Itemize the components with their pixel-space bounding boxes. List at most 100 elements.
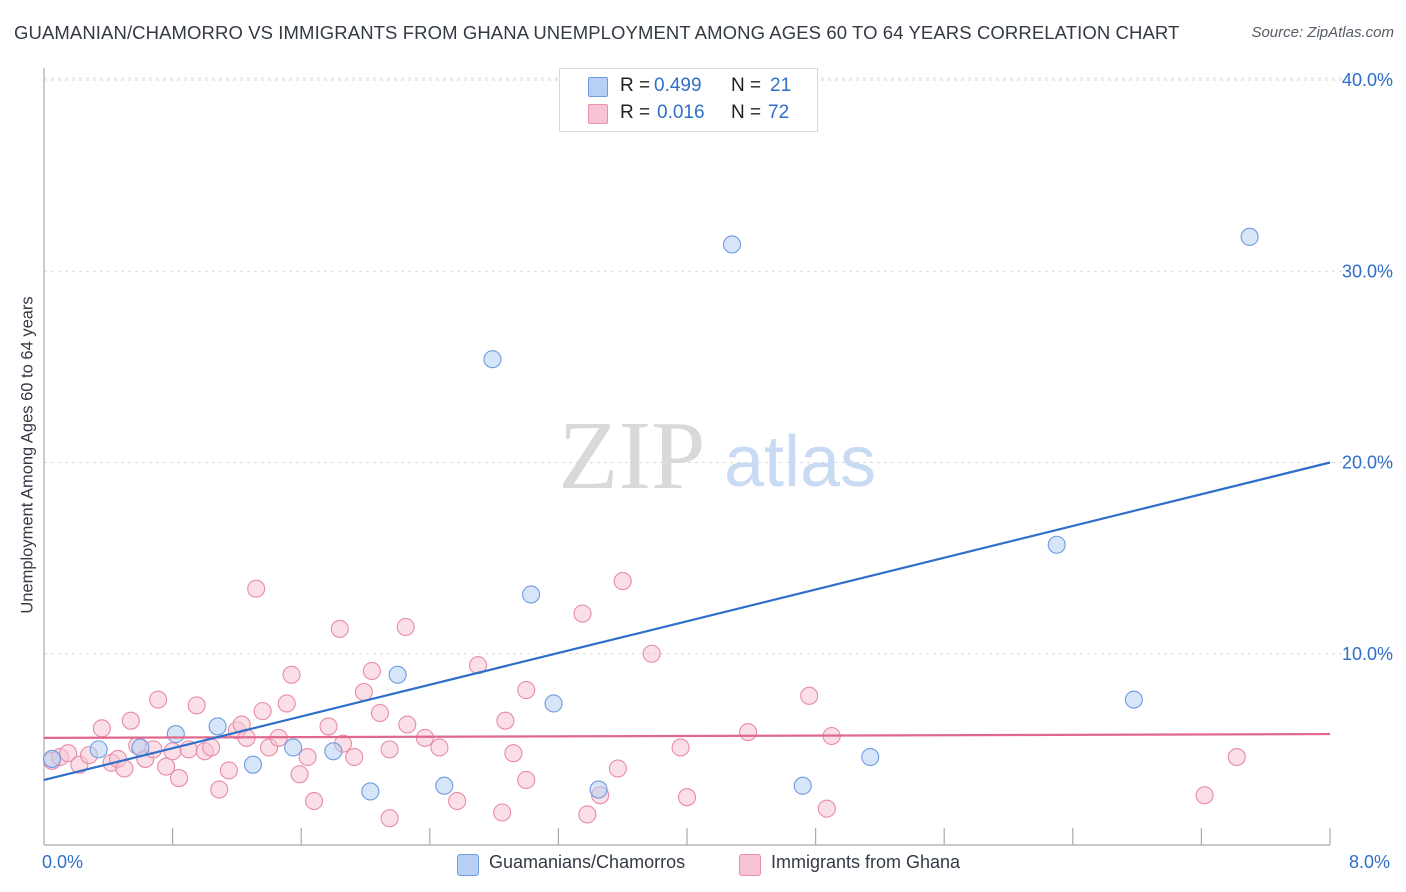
legend-r-value-guamanians: 0.499: [654, 75, 702, 96]
point-guamanians-chamorros: [208, 717, 227, 736]
point-guamanians-chamorros: [324, 742, 343, 761]
point-immigrants-from-ghana: [330, 619, 349, 638]
point-immigrants-from-ghana: [319, 717, 338, 736]
point-immigrants-from-ghana: [202, 738, 221, 757]
point-immigrants-from-ghana: [277, 694, 296, 713]
point-immigrants-from-ghana: [817, 799, 836, 818]
point-immigrants-from-ghana: [59, 744, 78, 763]
point-immigrants-from-ghana: [396, 617, 415, 637]
legend-bottom-label-ghana: Immigrants from Ghana: [771, 852, 961, 872]
series-immigrants-from-ghana: [42, 572, 1246, 828]
point-immigrants-from-ghana: [92, 719, 111, 738]
trend-lines: [43, 461, 1331, 782]
point-guamanians-chamorros: [435, 776, 454, 795]
point-guamanians-chamorros: [388, 665, 407, 684]
point-immigrants-from-ghana: [578, 805, 597, 824]
legend-n-label: N =: [731, 102, 762, 123]
point-immigrants-from-ghana: [415, 728, 435, 747]
legend-swatch-blue: [588, 77, 608, 97]
watermark-zip: ZIP: [559, 402, 706, 510]
point-immigrants-from-ghana: [608, 759, 627, 778]
point-immigrants-from-ghana: [121, 711, 140, 730]
point-immigrants-from-ghana: [430, 738, 449, 757]
legend-swatch-pink: [588, 104, 608, 124]
legend-r-label: R =: [620, 102, 651, 123]
point-immigrants-from-ghana: [739, 723, 758, 742]
point-immigrants-from-ghana: [298, 747, 317, 767]
x-tick-marks: [172, 828, 1331, 845]
point-guamanians-chamorros: [284, 738, 303, 757]
legend-bottom-swatch-blue: [457, 854, 479, 876]
point-immigrants-from-ghana: [496, 711, 515, 730]
point-immigrants-from-ghana: [1195, 786, 1214, 805]
legend-n-label: N =: [731, 75, 762, 96]
point-immigrants-from-ghana: [504, 744, 523, 763]
point-immigrants-from-ghana: [677, 788, 697, 807]
legend-n-value-guamanians: 21: [770, 75, 792, 96]
y-tick-labels: 10.0% 20.0% 30.0% 40.0%: [1342, 70, 1393, 664]
point-immigrants-from-ghana: [149, 690, 168, 709]
point-guamanians-chamorros: [1047, 535, 1066, 554]
point-guamanians-chamorros: [589, 780, 608, 799]
point-guamanians-chamorros: [861, 747, 880, 767]
point-guamanians-chamorros: [361, 782, 380, 801]
point-immigrants-from-ghana: [493, 803, 512, 822]
grid-lines: [44, 77, 1392, 655]
point-immigrants-from-ghana: [354, 682, 373, 702]
point-guamanians-chamorros: [793, 776, 812, 795]
point-guamanians-chamorros: [722, 235, 742, 254]
correlation-legend: R = 0.499 N = 21 R = 0.016 N = 72: [559, 68, 818, 132]
point-immigrants-from-ghana: [247, 579, 266, 598]
point-immigrants-from-ghana: [305, 791, 324, 811]
y-tick-label: 10.0%: [1342, 644, 1393, 664]
point-immigrants-from-ghana: [517, 681, 536, 700]
point-guamanians-chamorros: [544, 694, 563, 713]
x-tick-label-min: 0.0%: [42, 852, 84, 872]
point-immigrants-from-ghana: [157, 757, 176, 776]
trend-line-immigrants-from-ghana: [43, 732, 1331, 740]
point-immigrants-from-ghana: [282, 665, 301, 684]
point-guamanians-chamorros: [522, 585, 541, 604]
point-immigrants-from-ghana: [613, 572, 632, 591]
legend-bottom-swatch-pink: [739, 854, 761, 876]
point-guamanians-chamorros: [1240, 227, 1259, 246]
series-guamanians-chamorros: [42, 227, 1259, 801]
point-immigrants-from-ghana: [370, 703, 390, 723]
point-immigrants-from-ghana: [800, 686, 819, 705]
point-immigrants-from-ghana: [169, 769, 189, 788]
y-tick-label: 30.0%: [1342, 261, 1393, 281]
point-immigrants-from-ghana: [380, 740, 399, 759]
point-immigrants-from-ghana: [642, 644, 661, 663]
point-guamanians-chamorros: [166, 725, 185, 744]
point-guamanians-chamorros: [89, 740, 108, 759]
point-immigrants-from-ghana: [517, 770, 536, 790]
point-immigrants-from-ghana: [448, 791, 467, 811]
point-immigrants-from-ghana: [290, 765, 309, 784]
point-immigrants-from-ghana: [398, 715, 417, 734]
legend-r-label: R =: [620, 75, 651, 96]
watermark-atlas: atlas: [724, 422, 876, 502]
point-immigrants-from-ghana: [253, 702, 272, 721]
point-guamanians-chamorros: [131, 738, 150, 757]
point-immigrants-from-ghana: [219, 761, 238, 780]
point-immigrants-from-ghana: [345, 747, 364, 767]
watermark: ZIP atlas: [559, 402, 877, 510]
chart-title: GUAMANIAN/CHAMORRO VS IMMIGRANTS FROM GH…: [14, 22, 1180, 43]
source-label: Source: ZipAtlas.com: [1251, 24, 1394, 41]
point-immigrants-from-ghana: [671, 738, 690, 757]
point-immigrants-from-ghana: [163, 742, 182, 761]
point-guamanians-chamorros: [1124, 690, 1143, 709]
point-immigrants-from-ghana: [573, 604, 592, 623]
point-immigrants-from-ghana: [380, 809, 399, 828]
point-immigrants-from-ghana: [1227, 747, 1246, 767]
point-immigrants-from-ghana: [187, 696, 206, 715]
x-tick-label-max: 8.0%: [1349, 852, 1391, 872]
point-immigrants-from-ghana: [210, 780, 229, 799]
point-guamanians-chamorros: [483, 350, 502, 369]
y-axis-label: Unemployment Among Ages 60 to 64 years: [18, 296, 37, 614]
legend-n-value-ghana: 72: [768, 102, 790, 123]
legend-bottom-label-guamanians: Guamanians/Chamorros: [489, 852, 686, 872]
point-immigrants-from-ghana: [362, 661, 381, 681]
legend-r-value-ghana: 0.016: [657, 102, 705, 123]
trend-line-guamanians-chamorros: [43, 461, 1331, 782]
